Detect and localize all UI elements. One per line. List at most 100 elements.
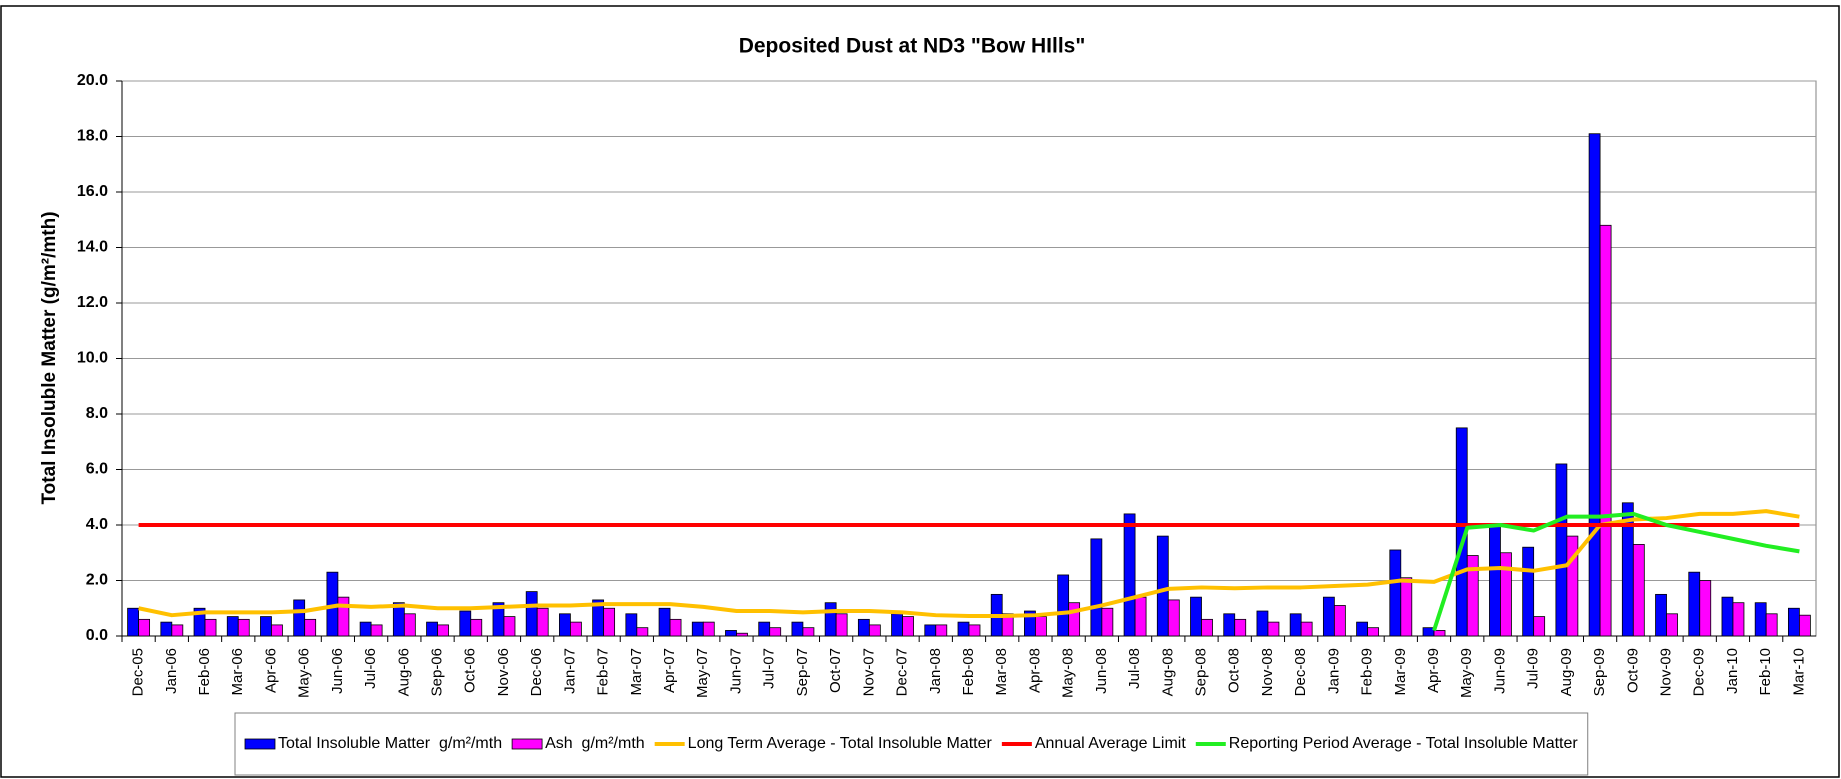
- y-tick-label: 2.0: [86, 572, 108, 589]
- x-tick-label: Apr-09: [1425, 648, 1442, 693]
- bar: [204, 618, 217, 637]
- x-tick-label: Dec-05: [130, 648, 147, 696]
- bar: [1566, 535, 1579, 637]
- bar: [1655, 593, 1667, 637]
- bar: [725, 630, 737, 637]
- bar: [1333, 605, 1346, 637]
- bar: [1289, 613, 1302, 637]
- x-tick-label: Dec-07: [894, 648, 911, 696]
- x-tick-label: Dec-09: [1691, 648, 1708, 696]
- y-tick-label: 8.0: [86, 405, 108, 422]
- x-tick-label: Oct-07: [827, 648, 844, 693]
- bar: [1533, 616, 1546, 637]
- bar: [1167, 599, 1180, 637]
- x-tick-label: Jan-10: [1724, 648, 1741, 694]
- x-tick-label: Oct-08: [1226, 648, 1243, 693]
- x-tick-label: May-08: [1060, 648, 1077, 698]
- bar: [1068, 602, 1081, 637]
- x-tick-label: Feb-08: [960, 648, 977, 696]
- bar: [359, 621, 372, 637]
- bar: [791, 621, 804, 637]
- bar: [902, 616, 914, 637]
- legend-label: Long Term Average - Total Insoluble Matt…: [688, 735, 993, 752]
- x-tick-label: Feb-09: [1359, 648, 1376, 696]
- bar: [758, 621, 771, 637]
- bar: [226, 616, 239, 637]
- bar: [459, 610, 472, 637]
- x-tick-label: May-06: [296, 648, 313, 698]
- x-tick-label: Jun-09: [1491, 648, 1508, 694]
- y-tick-label: 4.0: [86, 516, 108, 533]
- x-tick-label: Sep-09: [1591, 648, 1608, 696]
- bar: [857, 618, 870, 637]
- bar: [835, 613, 848, 637]
- x-tick-label: Dec-06: [528, 648, 545, 696]
- x-tick-label: Apr-08: [1026, 648, 1043, 693]
- bar: [1267, 621, 1280, 637]
- y-tick-label: 18.0: [77, 128, 108, 145]
- bar: [1433, 630, 1446, 637]
- x-tick-label: Feb-07: [595, 648, 612, 696]
- bar: [260, 616, 272, 637]
- bar: [1466, 555, 1479, 637]
- y-tick-label: 6.0: [86, 461, 108, 478]
- bar: [127, 607, 140, 637]
- x-tick-label: Apr-07: [661, 648, 678, 693]
- bar: [868, 624, 881, 637]
- bar: [1500, 552, 1512, 637]
- x-tick-label: Jul-07: [761, 648, 778, 689]
- x-tick-label: Aug-06: [395, 648, 412, 696]
- bar: [1632, 544, 1645, 637]
- bar: [171, 624, 184, 637]
- x-tick-label: Jan-06: [163, 648, 180, 694]
- bar: [1588, 133, 1601, 637]
- bar: [536, 607, 549, 637]
- bar: [1555, 463, 1568, 637]
- x-tick-label: Jun-06: [329, 648, 346, 694]
- bar: [658, 607, 671, 637]
- bar: [935, 624, 948, 637]
- bar: [1234, 618, 1247, 637]
- bar: [1787, 607, 1800, 637]
- line-series: [1432, 511, 1800, 632]
- bar: [769, 627, 782, 637]
- bar: [403, 613, 416, 637]
- bar: [1101, 607, 1114, 637]
- x-tick-label: Jun-07: [727, 648, 744, 694]
- bar: [736, 632, 748, 637]
- bar: [636, 627, 649, 637]
- x-tick-label: Aug-09: [1558, 648, 1575, 696]
- bar: [1223, 613, 1236, 637]
- bar: [160, 621, 173, 637]
- bar: [304, 618, 317, 637]
- bar: [1389, 549, 1402, 637]
- x-tick-label: Mar-09: [1392, 648, 1409, 696]
- legend: Total Insoluble Matter g/m²/mth Ash g/m²/…: [234, 712, 1589, 776]
- bar: [1322, 596, 1335, 637]
- x-tick-label: Sep-06: [429, 648, 446, 696]
- bar: [1400, 577, 1413, 637]
- bar: [138, 618, 151, 637]
- x-tick-label: Dec-08: [1292, 648, 1309, 696]
- bar: [470, 618, 483, 637]
- y-axis-label: Total Insoluble Matter (g/m²/mth): [39, 211, 60, 504]
- bar: [271, 624, 283, 637]
- bar: [1754, 602, 1767, 637]
- bar: [702, 621, 715, 637]
- x-tick-label: Nov-06: [495, 648, 512, 696]
- bar: [1057, 574, 1070, 637]
- x-tick-label: Nov-08: [1259, 648, 1276, 696]
- x-tick-label: Jul-09: [1525, 648, 1542, 689]
- bar: [691, 621, 704, 637]
- x-tick-label: Jan-09: [1325, 648, 1342, 694]
- bar: [570, 621, 582, 637]
- bar: [603, 607, 616, 637]
- bar: [802, 627, 815, 637]
- x-tick-label: Nov-09: [1657, 648, 1674, 696]
- y-tick-label: 10.0: [77, 350, 108, 367]
- bar: [1123, 513, 1136, 637]
- legend-label: Reporting Period Average - Total Insolub…: [1229, 735, 1579, 752]
- bar: [1156, 535, 1169, 637]
- bar: [968, 624, 981, 637]
- x-tick-label: Feb-06: [196, 648, 213, 696]
